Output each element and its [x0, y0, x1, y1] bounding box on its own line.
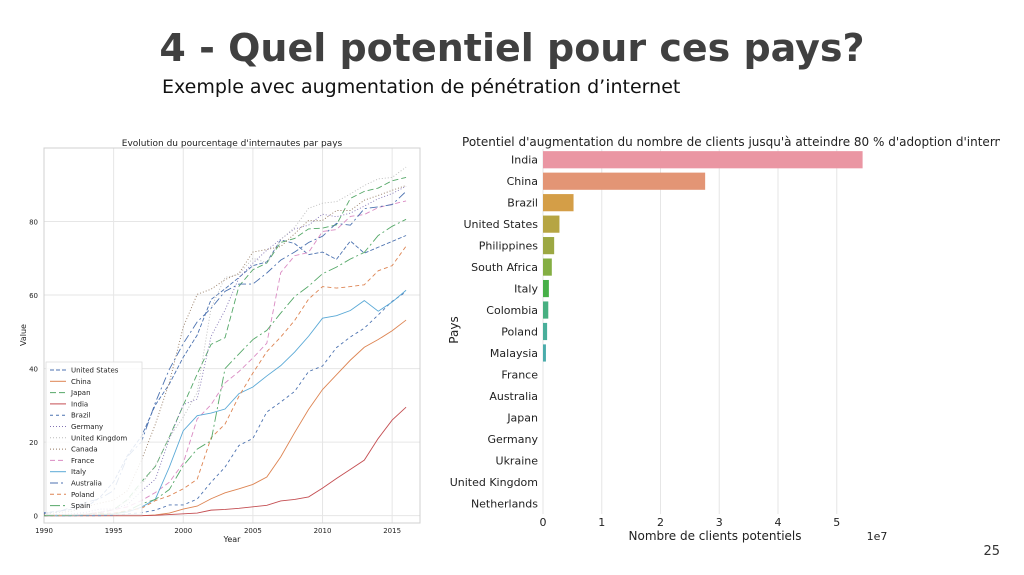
legend-box — [45, 361, 143, 516]
legend-label: Germany — [71, 423, 103, 431]
bar-chart-xlabel: Nombre de clients potentiels — [629, 529, 802, 543]
bar-chart-category-label: United Kingdom — [450, 476, 538, 489]
line-series-poland — [44, 245, 407, 517]
line-chart-y-tick-label: 80 — [29, 219, 38, 227]
bar-chart-category-label: France — [501, 368, 538, 381]
legend-label: Australia — [71, 480, 102, 488]
bar-chart-category-label: India — [511, 154, 538, 167]
bar-chart-potential-clients: Potentiel d'augmentation du nombre de cl… — [447, 135, 1000, 543]
bar-chart-ylabel: Pays — [447, 316, 461, 343]
bar-chart-category-label: Philippines — [479, 240, 539, 253]
legend-label: United States — [71, 367, 119, 375]
bar-united-states — [543, 215, 560, 233]
bar-philippines — [543, 237, 555, 255]
page-number: 25 — [983, 544, 1000, 559]
legend-label: China — [71, 378, 91, 386]
bar-chart-category-label: Japan — [506, 411, 538, 424]
bar-china — [543, 172, 706, 190]
bar-chart-title: Potentiel d'augmentation du nombre de cl… — [462, 135, 1000, 149]
line-series-japan — [43, 176, 407, 517]
bar-chart-category-label: Australia — [489, 390, 538, 403]
bar-chart-x-tick-label: 1 — [598, 516, 605, 529]
line-chart-xlabel: Year — [223, 535, 242, 544]
bar-chart-category-label: South Africa — [471, 261, 538, 274]
bar-chart-category-label: Germany — [487, 433, 538, 446]
bar-chart-x-multiplier: 1e7 — [867, 530, 888, 543]
line-chart-y-tick-label: 0 — [34, 513, 38, 521]
line-chart-x-tick-label: 1995 — [105, 527, 123, 535]
bar-chart-category-label: Poland — [501, 326, 538, 339]
legend-label: United Kingdom — [71, 434, 127, 442]
slide-subtitle: Exemple avec augmentation de pénétration… — [162, 76, 681, 98]
slide-title: 4 - Quel potentiel pour ces pays? — [159, 26, 865, 70]
bar-brazil — [543, 194, 574, 212]
line-chart-legend: United States China Japan India Brazil German… — [45, 361, 143, 516]
line-series-brazil — [44, 291, 407, 517]
bar-chart-category-label: Italy — [514, 283, 538, 296]
bar-chart-category-label: Malaysia — [490, 347, 538, 360]
line-chart-frame — [43, 147, 421, 524]
bar-chart-category-label: China — [507, 175, 538, 188]
bar-india — [543, 151, 863, 169]
line-chart-y-tick-label: 40 — [29, 366, 38, 374]
line-chart-x-tick-label: 2015 — [383, 527, 401, 535]
bar-chart-x-tick-label: 5 — [833, 516, 840, 529]
bar-chart-category-label: United States — [464, 218, 539, 231]
bar-chart-x-tick-label: 0 — [540, 516, 547, 529]
legend-label: India — [71, 400, 88, 408]
bar-chart-category-label: Brazil — [507, 197, 538, 210]
legend-label: Poland — [71, 491, 94, 499]
line-chart-title: Evolution du pourcentage d'internautes p… — [122, 139, 343, 149]
line-chart-x-tick-label: 2010 — [314, 527, 332, 535]
legend-label: Italy — [71, 468, 86, 476]
line-chart-ylabel: Value — [19, 324, 28, 346]
bar-chart-category-label: Colombia — [486, 304, 538, 317]
line-chart-internet-users: Evolution du pourcentage d'internautes p… — [19, 139, 421, 544]
bar-chart-category-label: Ukraine — [496, 454, 539, 467]
bar-chart-category-label: Netherlands — [471, 497, 538, 510]
bar-chart-x-tick-label: 2 — [657, 516, 664, 529]
line-series-australia — [43, 191, 407, 514]
legend-label: Spain — [71, 502, 91, 510]
legend-label: France — [71, 457, 94, 465]
line-chart-x-tick-label: 2000 — [174, 527, 192, 535]
line-chart-y-tick-label: 20 — [29, 439, 38, 447]
bar-south-africa — [543, 258, 552, 276]
line-chart-x-tick-label: 1990 — [35, 527, 53, 535]
legend-label: Japan — [70, 389, 91, 397]
bar-chart-x-tick-label: 3 — [716, 516, 723, 529]
bar-malaysia — [543, 344, 546, 362]
bar-poland — [543, 322, 548, 341]
legend-label: Canada — [71, 446, 98, 454]
bar-colombia — [543, 301, 549, 319]
legend-label: Brazil — [71, 412, 91, 420]
line-chart-y-tick-label: 60 — [29, 292, 38, 300]
line-chart-x-tick-label: 2005 — [244, 527, 262, 535]
bar-chart-x-tick-label: 4 — [775, 516, 782, 529]
bar-italy — [543, 279, 549, 298]
